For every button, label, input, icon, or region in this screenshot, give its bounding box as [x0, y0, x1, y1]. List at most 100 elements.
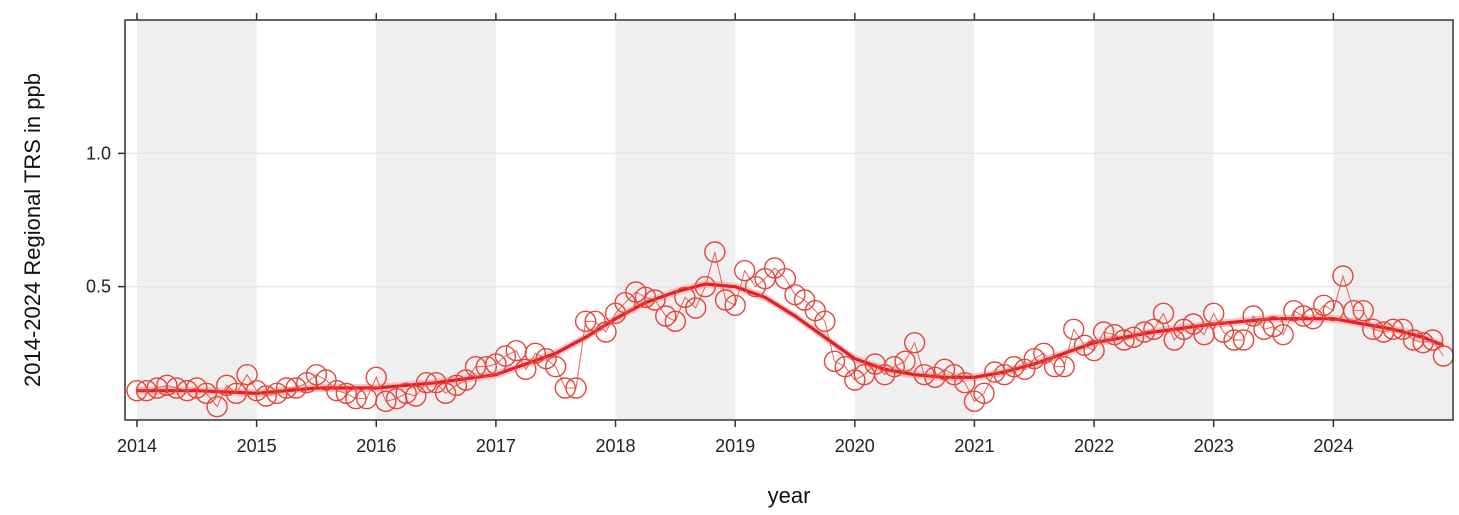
data-point — [1203, 302, 1225, 325]
data-points — [126, 241, 1455, 418]
data-point — [1242, 305, 1264, 327]
data-point — [565, 377, 587, 399]
data-point — [1003, 355, 1025, 378]
data-point — [1421, 329, 1444, 351]
data-point — [255, 385, 277, 407]
data-point — [545, 355, 567, 378]
x-tick-label: 2024 — [1313, 436, 1353, 456]
data-point — [285, 377, 307, 399]
gridlines — [125, 152, 1453, 288]
year-bands — [136, 20, 1453, 420]
data-point — [574, 310, 597, 333]
data-point — [814, 310, 836, 333]
data-point — [326, 379, 348, 402]
data-point — [1212, 321, 1234, 343]
data-point — [1292, 305, 1315, 327]
data-point — [1342, 299, 1365, 322]
trend-confidence-band — [136, 280, 1444, 398]
data-point — [475, 355, 498, 378]
data-point — [1352, 299, 1374, 322]
data-point — [943, 363, 965, 386]
y-tick-label: 0.5 — [86, 277, 111, 297]
y-axis-title: 2014-2024 Regional TRS in ppb — [20, 73, 45, 387]
data-point — [644, 289, 666, 311]
x-tick-label: 2018 — [595, 436, 635, 456]
data-point — [1092, 321, 1115, 343]
x-tick-label: 2015 — [237, 436, 277, 456]
x-tick-label: 2021 — [954, 436, 994, 456]
x-axis: 2014 2015 2016 2017 2018 2019 2020 2021 2022 2023… — [117, 13, 1353, 456]
data-point — [1113, 329, 1135, 351]
year-band — [136, 20, 257, 420]
data-point — [434, 382, 457, 405]
data-point — [1043, 355, 1066, 378]
year-band — [376, 20, 496, 420]
data-point — [883, 355, 905, 378]
x-tick-label: 2022 — [1074, 436, 1114, 456]
data-point — [375, 390, 397, 413]
data-point — [1223, 329, 1245, 351]
data-point — [146, 377, 169, 399]
data-point — [823, 350, 846, 373]
data-point — [1272, 323, 1294, 346]
data-point — [156, 374, 178, 397]
monthly-line — [136, 251, 1444, 408]
data-point — [415, 371, 438, 394]
data-point — [1053, 355, 1075, 378]
data-point — [1122, 326, 1145, 349]
data-point — [1332, 265, 1354, 287]
x-tick-label: 2014 — [117, 436, 157, 456]
data-point — [734, 259, 756, 282]
year-band — [615, 20, 736, 420]
data-point — [206, 395, 228, 418]
data-point — [365, 366, 387, 389]
data-point — [1382, 318, 1404, 341]
data-point — [1083, 339, 1105, 362]
data-point — [1232, 329, 1255, 351]
data-point — [1143, 318, 1165, 341]
x-tick-label: 2023 — [1194, 436, 1234, 456]
x-tick-label: 2016 — [356, 436, 396, 456]
y-axis: 0.5 1.0 — [86, 143, 125, 297]
data-point — [664, 310, 687, 333]
data-point — [1302, 307, 1324, 330]
data-point — [1133, 321, 1156, 343]
year-band — [1094, 20, 1214, 420]
data-point — [704, 241, 726, 263]
data-point — [236, 363, 258, 386]
data-point — [1402, 329, 1425, 351]
y-tick-label: 1.0 — [86, 143, 111, 163]
data-point — [195, 382, 218, 405]
x-tick-label: 2017 — [476, 436, 516, 456]
data-point — [275, 377, 298, 399]
data-point — [684, 297, 707, 319]
trend-line — [136, 282, 1445, 395]
data-point — [724, 294, 746, 317]
data-point — [524, 342, 547, 365]
data-point — [894, 350, 916, 373]
data-point — [913, 363, 935, 386]
data-point — [774, 267, 797, 290]
data-point — [515, 358, 537, 381]
year-band — [1333, 20, 1453, 420]
data-point — [954, 371, 976, 394]
x-axis-title: year — [768, 483, 811, 508]
data-point — [903, 331, 926, 354]
data-point — [405, 385, 427, 407]
data-point — [694, 275, 716, 298]
data-point — [345, 387, 367, 410]
data-point — [1412, 331, 1434, 354]
data-point — [395, 382, 417, 405]
trend-layer — [136, 280, 1445, 398]
data-point — [1033, 342, 1055, 365]
data-point — [1152, 302, 1175, 325]
data-point — [1063, 318, 1085, 341]
plot-frame — [124, 19, 1454, 421]
data-point — [494, 345, 517, 367]
x-tick-label: 2020 — [835, 436, 875, 456]
data-point — [595, 321, 617, 343]
x-tick-label: 2019 — [715, 436, 755, 456]
data-point — [554, 377, 576, 399]
data-point — [135, 379, 158, 402]
